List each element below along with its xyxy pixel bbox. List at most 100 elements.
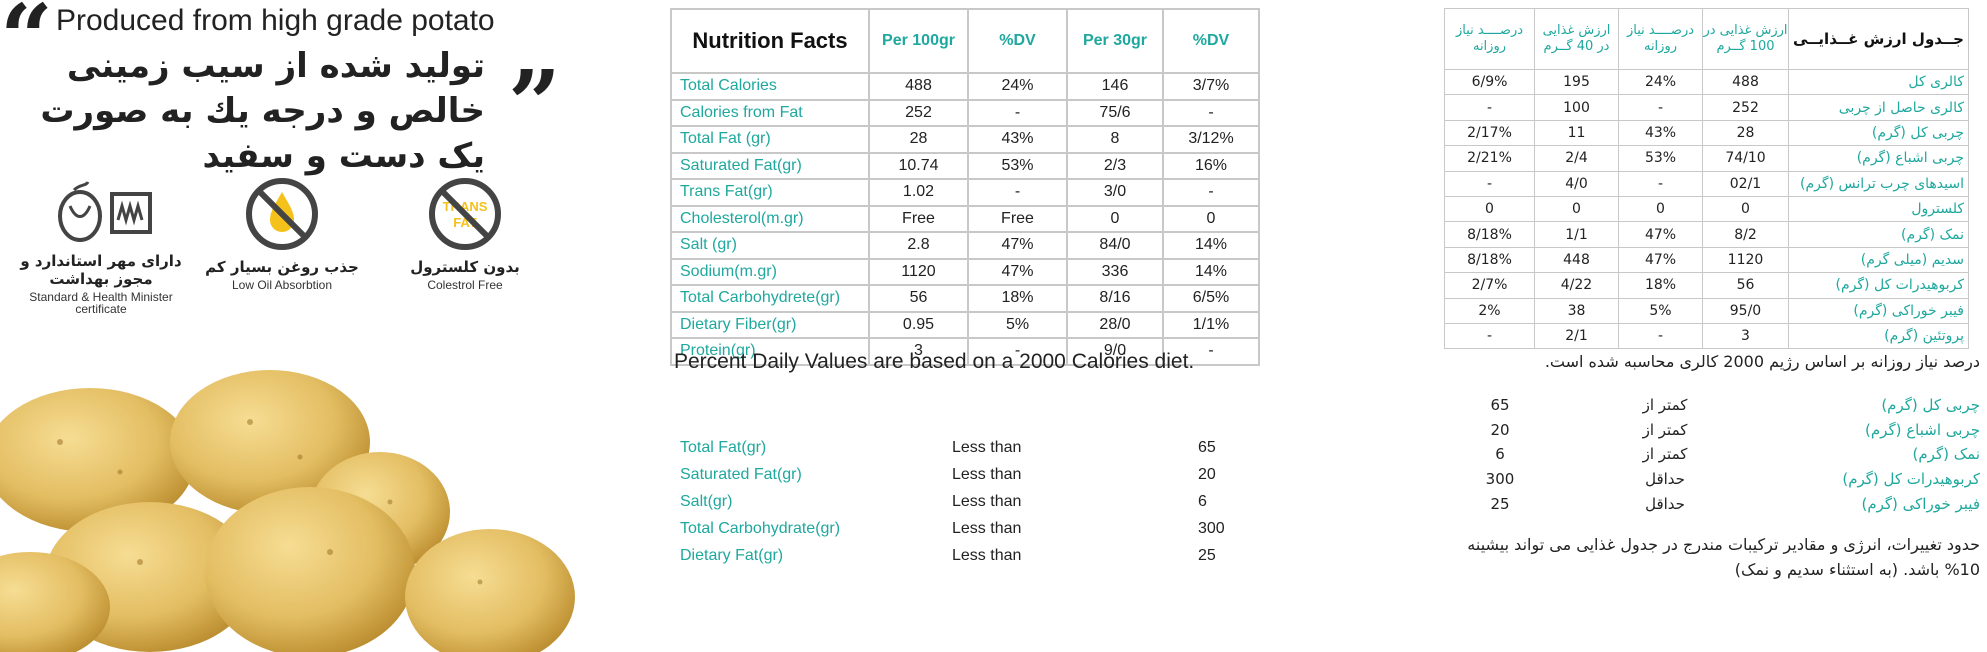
- column-header: ارزش غذایی در 40 گــرم: [1534, 8, 1619, 70]
- row-label: کالری حاصل از چربی: [1788, 94, 1969, 121]
- table-cell: Less than: [952, 439, 1022, 457]
- table-cell: 53%: [1618, 145, 1703, 172]
- table-cell: 0: [1702, 195, 1789, 223]
- table-row: چربی اشباع (گرم) کمتر از 20: [1440, 418, 1980, 443]
- table-row: سدیم (میلی گرم) 1120 47% 448 8/18%: [1444, 246, 1969, 274]
- table-row: Dietary Fiber(gr) 0.95 5% 28/0 1/1%: [670, 310, 1260, 339]
- table-cell: 43%: [1618, 119, 1703, 147]
- badge-low-oil: جذب روغن بسیار کم Low Oil Absorbtion: [187, 176, 377, 291]
- row-label: چربی اشباع (گرم): [1865, 420, 1980, 439]
- row-label: نمک (گرم): [1788, 221, 1969, 248]
- nutrition-facts-table-fa: جــدول ارزش غــذایــی ارزش غذایی در 100 …: [1444, 8, 1969, 350]
- table-row: Saturated Fat(gr) Less than 20: [672, 462, 1278, 489]
- column-header: ارزش غذایی در 100 گــرم: [1702, 8, 1789, 70]
- table-cell: 8/2: [1702, 221, 1789, 248]
- table-row: Trans Fat(gr) 1.02-3/0-: [670, 178, 1260, 207]
- table-cell: 0: [1618, 195, 1703, 223]
- table-cell: Less than: [952, 519, 1022, 537]
- table-cell: 9/0: [1066, 337, 1164, 366]
- table-cell: 24%: [967, 72, 1068, 101]
- table-cell: کمتر از: [1642, 420, 1688, 439]
- table-cell: 28: [868, 125, 969, 154]
- table-cell: 1120: [868, 257, 969, 286]
- low-oil-icon: [246, 178, 318, 250]
- table-cell: 28: [1702, 119, 1789, 147]
- table-cell: 10.74: [868, 151, 969, 180]
- row-label: فیبر خوراکی (گرم): [1788, 297, 1969, 324]
- table-cell: -: [1444, 170, 1535, 197]
- table-header-row: Nutrition Facts Per 100gr %DV Per 30gr %…: [670, 8, 1260, 74]
- table-cell: حداقل: [1645, 494, 1685, 513]
- potato-shape: [0, 552, 110, 652]
- table-cell: 47%: [967, 257, 1068, 286]
- quote-open-mark: “: [0, 0, 53, 92]
- row-label: Protein(gr): [670, 337, 870, 366]
- row-label: Saturated Fat(gr): [680, 466, 802, 484]
- table-cell: 8/18%: [1444, 221, 1535, 248]
- table-cell: 488: [1702, 68, 1789, 96]
- table-cell: Less than: [952, 492, 1022, 510]
- table-cell: 6: [1495, 445, 1505, 464]
- row-label: Calories from Fat: [670, 98, 870, 127]
- column-header: درصــــد نیاز روزانه: [1618, 8, 1703, 70]
- standard-health-icon: [58, 181, 152, 242]
- badge-label-en: Low Oil Absorbtion: [231, 278, 333, 292]
- table-row: کالری حاصل از چربی 252-100-: [1444, 94, 1969, 121]
- table-row: Salt (gr) 2.8 47% 84/0 14%: [670, 231, 1260, 260]
- table-cell: 2/17%: [1444, 119, 1535, 147]
- table-cell: -: [1618, 94, 1703, 121]
- table-cell: 14%: [1162, 231, 1260, 260]
- no-trans-fat-icon: TRANS FAT: [429, 178, 501, 250]
- row-label: Total Carbohydrate(gr): [680, 519, 841, 537]
- quote-close-mark: ”: [508, 50, 561, 158]
- table-cell: 56: [868, 284, 969, 313]
- table-row: Saturated Fat(gr) 10.74 53% 2/3 16%: [670, 151, 1260, 180]
- table-cell: 252: [868, 98, 969, 127]
- table-row: نمک (گرم) کمتر از 6: [1440, 442, 1980, 467]
- table-row: اسیدهای چرب ترانس (گرم) 02/1-4/0-: [1444, 170, 1969, 197]
- table-row: Cholesterol(m.gr) Free Free 0 0: [670, 204, 1260, 233]
- daily-limits-table-en: Total Fat(gr) Less than 65 Saturated Fat(gr…: [672, 435, 1278, 569]
- table-cell: Free: [967, 204, 1068, 233]
- table-cell: 47%: [1618, 246, 1703, 274]
- table-cell: 3/7%: [1162, 72, 1260, 101]
- table-row: چربی کل (گرم) 28 43% 11 2/17%: [1444, 119, 1969, 147]
- table-cell: 95/0: [1702, 297, 1789, 324]
- table-cell: 8/16: [1066, 284, 1164, 313]
- table-cell: 5%: [967, 310, 1068, 339]
- table-row: کربوهیدرات کل (گرم) 56 18% 4/22 2/7%: [1444, 272, 1969, 299]
- table-cell: 146: [1066, 72, 1164, 101]
- column-header: درصــــد نیاز روزانه: [1444, 8, 1535, 70]
- table-row: Total Calories 488 24% 146 3/7%: [670, 72, 1260, 101]
- column-header: %DV: [967, 8, 1068, 74]
- table-cell: 1/1%: [1162, 310, 1260, 339]
- row-label: اسیدهای چرب ترانس (گرم): [1788, 170, 1969, 197]
- table-cell: 65: [1490, 396, 1510, 415]
- row-label: Total Fat(gr): [680, 439, 767, 457]
- table-cell: 56: [1702, 272, 1789, 299]
- table-cell: 16%: [1162, 151, 1260, 180]
- table-cell: -: [967, 337, 1068, 366]
- table-cell: 18%: [967, 284, 1068, 313]
- table-cell: Less than: [952, 546, 1022, 564]
- table-cell: کمتر از: [1642, 396, 1688, 415]
- table-cell: 8: [1066, 125, 1164, 154]
- table-row: Dietary Fat(gr) Less than 25: [672, 542, 1278, 569]
- table-cell: 24%: [1618, 68, 1703, 96]
- badge-standard-health: دارای مهر استاندارد و مجوز بهداشت Standa…: [6, 180, 196, 315]
- table-cell: 300: [1485, 470, 1515, 489]
- table-cell: 28/0: [1066, 310, 1164, 339]
- table-cell: 2/3: [1066, 151, 1164, 180]
- table-cell: 195: [1534, 68, 1619, 96]
- nutrition-facts-table-en: Nutrition Facts Per 100gr %DV Per 30gr %…: [670, 8, 1260, 366]
- table-row: چربی اشباع (گرم) 74/10 53% 2/4 2/21%: [1444, 145, 1969, 172]
- row-label: کربوهیدرات کل (گرم): [1788, 272, 1969, 299]
- badge-label-fa: جذب روغن بسیار کم: [205, 258, 359, 276]
- potato-shape: [205, 487, 415, 652]
- table-cell: 252: [1702, 94, 1789, 121]
- table-cell: 38: [1534, 297, 1619, 324]
- table-row: Protein(gr) 3-9/0-: [670, 337, 1260, 366]
- row-label: کالری کل: [1788, 68, 1969, 96]
- column-header: Nutrition Facts: [670, 8, 870, 74]
- daily-values-note-fa: درصد نیاز روزانه بر اساس رژیم 2000 کالری…: [1544, 352, 1980, 371]
